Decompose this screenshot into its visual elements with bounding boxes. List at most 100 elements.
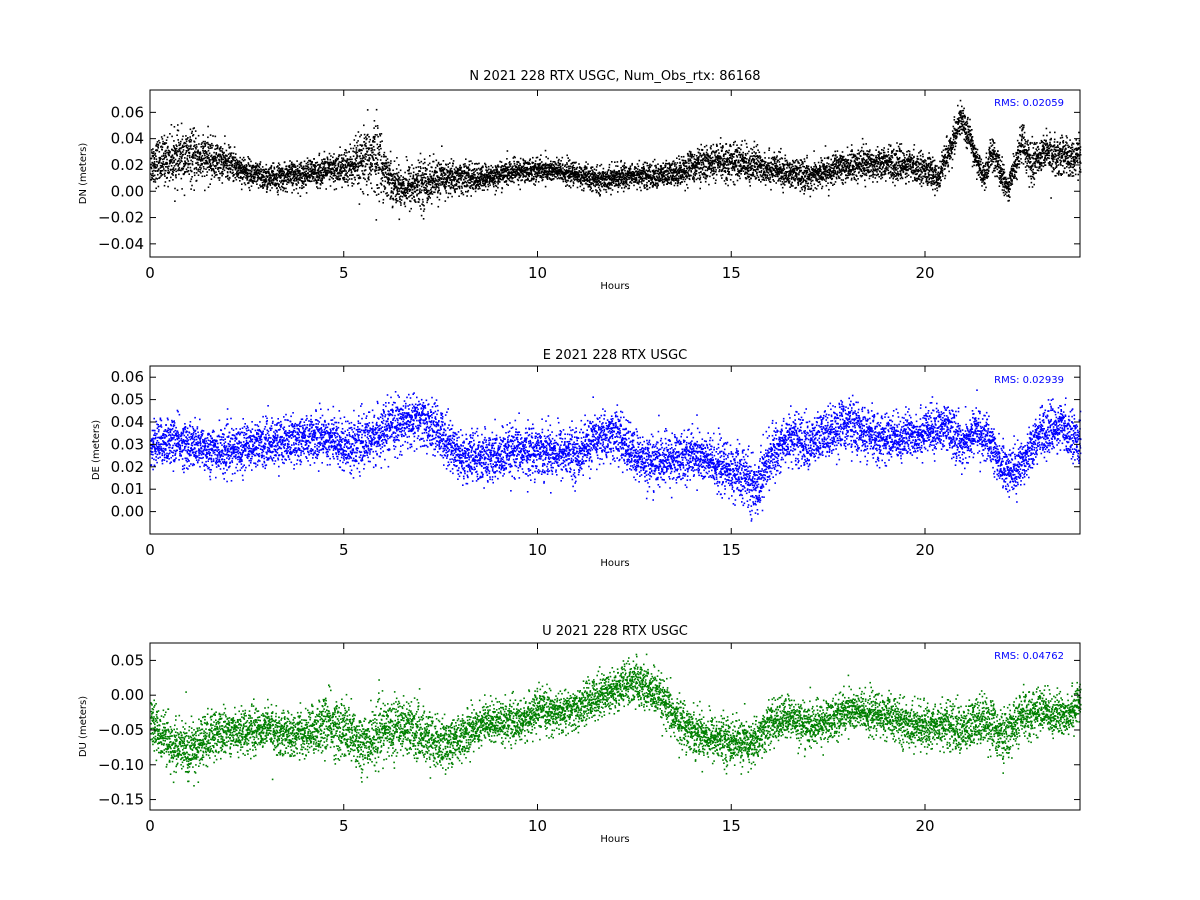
north-data-point xyxy=(385,160,387,162)
north-data-point xyxy=(406,179,408,181)
north-data-point xyxy=(219,177,221,179)
north-data-point xyxy=(460,169,462,171)
north-data-point xyxy=(285,191,287,193)
north-data-point xyxy=(527,172,529,174)
north-data-point xyxy=(393,183,395,185)
north-data-point xyxy=(152,162,154,164)
north-data-point xyxy=(334,180,336,182)
north-data-point xyxy=(259,167,261,169)
north-data-point xyxy=(206,151,208,153)
north-data-point xyxy=(427,176,429,178)
north-data-point xyxy=(247,156,249,158)
north-data-point xyxy=(176,146,178,148)
north-data-point xyxy=(256,183,258,185)
north-data-point xyxy=(254,178,256,180)
north-data-point xyxy=(545,156,547,158)
north-data-point xyxy=(208,144,210,146)
north-data-point xyxy=(309,177,311,179)
north-data-point xyxy=(558,159,560,161)
north-data-point xyxy=(401,179,403,181)
north-data-point xyxy=(493,184,495,186)
north-data-point xyxy=(307,172,309,174)
north-data-point xyxy=(243,176,245,178)
north-data-point xyxy=(181,157,183,159)
north-data-point xyxy=(600,190,602,192)
north-data-point xyxy=(373,159,375,161)
north-data-point xyxy=(187,155,189,157)
north-data-point xyxy=(378,146,380,148)
north-data-point xyxy=(488,186,490,188)
north-data-point xyxy=(249,159,251,161)
north-data-point xyxy=(346,152,348,154)
north-data-point xyxy=(639,160,641,162)
north-data-point xyxy=(472,163,474,165)
north-data-point xyxy=(519,173,521,175)
north-data-point xyxy=(618,170,620,172)
north-data-point xyxy=(620,180,622,182)
north-data-point xyxy=(430,189,432,191)
north-data-point xyxy=(401,199,403,201)
north-data-point xyxy=(207,171,209,173)
north-data-point xyxy=(239,157,241,159)
north-data-point xyxy=(236,168,238,170)
north-data-point xyxy=(229,177,231,179)
north-data-point xyxy=(406,156,408,158)
north-data-point xyxy=(164,185,166,187)
north-data-point xyxy=(452,173,454,175)
north-data-point xyxy=(375,134,377,136)
north-data-point xyxy=(270,175,272,177)
north-data-point xyxy=(377,127,379,129)
north-data-point xyxy=(288,182,290,184)
north-data-point xyxy=(386,192,388,194)
north-data-point xyxy=(445,174,447,176)
north-data-point xyxy=(248,162,250,164)
north-data-point xyxy=(181,188,183,190)
north-data-point xyxy=(492,175,494,177)
north-data-point xyxy=(289,165,291,167)
north-data-point xyxy=(409,195,411,197)
north-data-point xyxy=(315,162,317,164)
north-data-point xyxy=(572,169,574,171)
north-data-point xyxy=(590,188,592,190)
north-data-point xyxy=(189,155,191,157)
north-data-point xyxy=(415,201,417,203)
north-data-point xyxy=(263,187,265,189)
north-data-point xyxy=(563,181,565,183)
north-data-point xyxy=(527,179,529,181)
north-data-point xyxy=(235,153,237,155)
north-data-point xyxy=(265,173,267,175)
north-data-point xyxy=(268,172,270,174)
north-data-point xyxy=(428,164,430,166)
north-data-point xyxy=(544,172,546,174)
north-data-point xyxy=(584,169,586,171)
north-data-point xyxy=(210,145,212,147)
north-data-point xyxy=(399,190,401,192)
north-data-point xyxy=(321,179,323,181)
north-data-point xyxy=(389,178,391,180)
north-data-point xyxy=(421,215,423,217)
north-data-point xyxy=(372,152,374,154)
north-data-point xyxy=(409,173,411,175)
north-data-point xyxy=(381,184,383,186)
north-data-point xyxy=(351,161,353,163)
north-data-point xyxy=(217,147,219,149)
north-data-point xyxy=(276,187,278,189)
north-data-point xyxy=(582,175,584,177)
north-data-point xyxy=(166,139,168,141)
north-data-point xyxy=(565,185,567,187)
north-data-point xyxy=(416,194,418,196)
north-data-point xyxy=(153,153,155,155)
north-data-point xyxy=(603,168,605,170)
north-data-point xyxy=(216,160,218,162)
north-data-point xyxy=(253,165,255,167)
north-data-point xyxy=(381,133,383,135)
north-data-point xyxy=(594,169,596,171)
north-data-point xyxy=(311,180,313,182)
north-data-point xyxy=(374,149,376,151)
north-data-point xyxy=(513,161,515,163)
north-data-point xyxy=(370,154,372,156)
north-data-point xyxy=(652,186,654,188)
north-data-point xyxy=(217,145,219,147)
north-data-point xyxy=(507,166,509,168)
north-data-point xyxy=(349,169,351,171)
